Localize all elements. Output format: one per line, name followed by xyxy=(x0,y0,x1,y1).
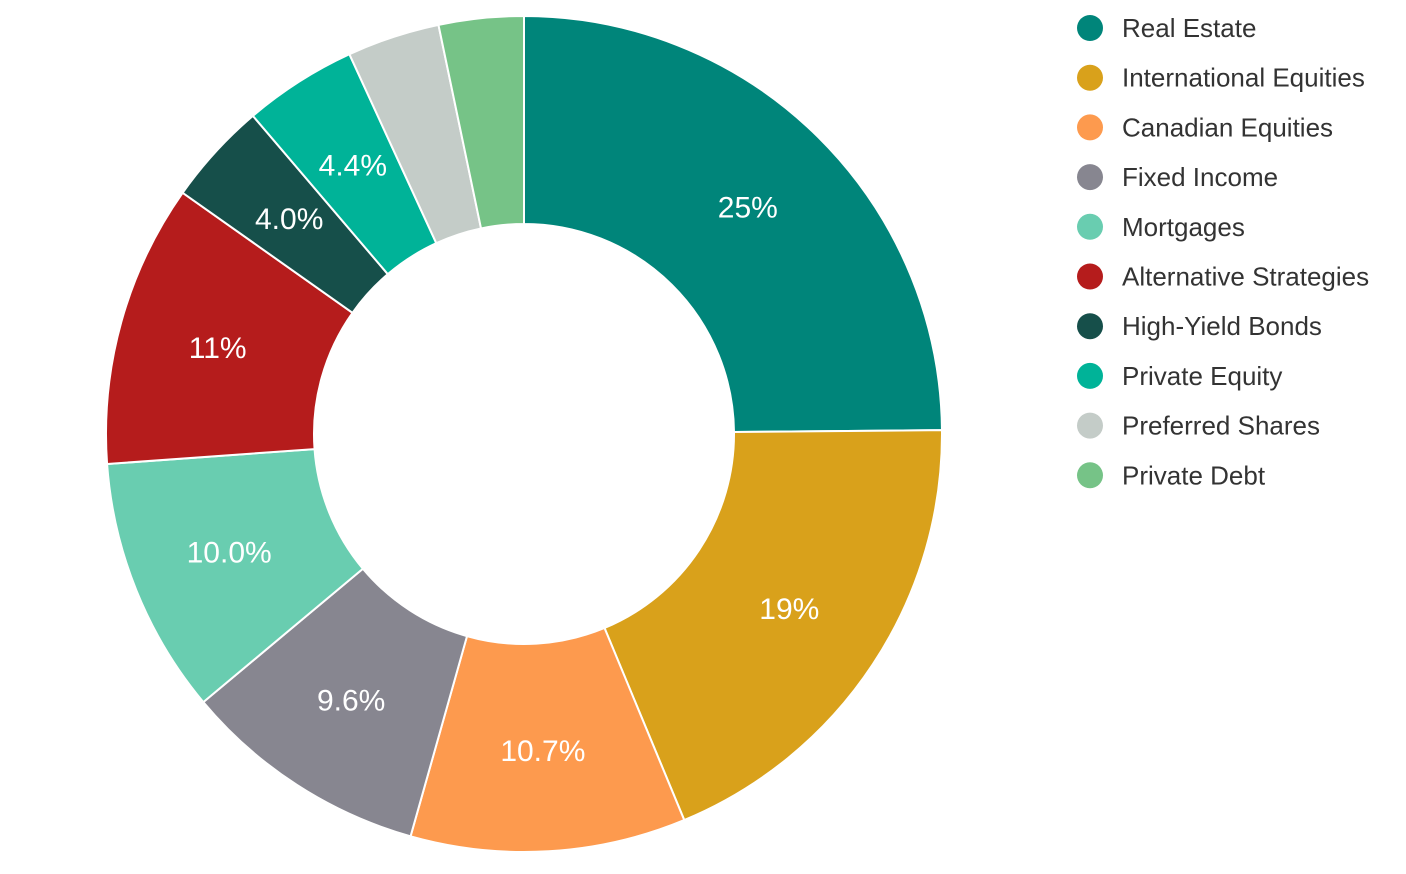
legend-label: International Equities xyxy=(1122,63,1365,93)
legend-label: Canadian Equities xyxy=(1122,112,1333,142)
legend-swatch xyxy=(1077,313,1103,340)
legend-item-real-estate[interactable]: Real Estate xyxy=(1077,13,1256,43)
slice-canadian-equities[interactable] xyxy=(409,626,686,853)
slice-label-real-estate: 25% xyxy=(718,192,778,225)
legend-swatch xyxy=(1077,362,1103,389)
slice-labels: 25% 19% 10.7% 9.6% 10.0% 11% 4.0% 4.4% xyxy=(187,149,820,767)
slice-mortgages[interactable] xyxy=(106,448,365,704)
legend-label: Preferred Shares xyxy=(1122,411,1320,441)
legend-swatch xyxy=(1077,213,1103,240)
slice-label-mortgages: 10.0% xyxy=(187,537,272,570)
legend-item-high-yield-bonds[interactable]: High-Yield Bonds xyxy=(1077,311,1322,341)
legend-item-private-debt[interactable]: Private Debt xyxy=(1077,460,1266,490)
legend-swatch xyxy=(1077,64,1103,91)
legend-label: High-Yield Bonds xyxy=(1122,311,1322,341)
slice-real-estate[interactable] xyxy=(523,14,943,434)
legend-item-international-equities[interactable]: International Equities xyxy=(1077,63,1365,93)
legend-label: Alternative Strategies xyxy=(1122,262,1369,292)
slice-label-international-equities: 19% xyxy=(759,593,819,626)
legend: Real Estate International Equities Canadia… xyxy=(1077,13,1369,490)
legend-label: Private Equity xyxy=(1122,361,1282,391)
legend-item-mortgages[interactable]: Mortgages xyxy=(1077,212,1245,242)
legend-label: Real Estate xyxy=(1122,13,1256,43)
legend-label: Fixed Income xyxy=(1122,162,1278,192)
legend-swatch xyxy=(1077,114,1103,141)
slice-label-canadian-equities: 10.7% xyxy=(500,735,585,768)
legend-item-preferred-shares[interactable]: Preferred Shares xyxy=(1077,411,1320,441)
legend-label: Mortgages xyxy=(1122,212,1245,242)
legend-swatch xyxy=(1077,15,1103,41)
slice-private-debt[interactable] xyxy=(437,14,525,230)
legend-swatch xyxy=(1077,412,1103,439)
slice-label-alternative-strategies: 11% xyxy=(189,332,247,365)
slice-international-equities[interactable] xyxy=(603,429,943,822)
legend-swatch xyxy=(1077,462,1103,489)
legend-label: Private Debt xyxy=(1122,460,1266,490)
legend-item-canadian-equities[interactable]: Canadian Equities xyxy=(1077,112,1333,142)
legend-item-alternative-strategies[interactable]: Alternative Strategies xyxy=(1077,262,1369,292)
slice-label-high-yield-bonds: 4.0% xyxy=(255,203,323,236)
legend-item-fixed-income[interactable]: Fixed Income xyxy=(1077,162,1278,192)
slice-label-fixed-income: 9.6% xyxy=(317,684,385,717)
slice-label-private-equity: 4.4% xyxy=(319,149,387,182)
donut-slices xyxy=(105,14,943,853)
slice-alternative-strategies[interactable] xyxy=(105,191,354,466)
legend-swatch xyxy=(1077,263,1103,290)
legend-item-private-equity[interactable]: Private Equity xyxy=(1077,361,1282,391)
legend-swatch xyxy=(1077,164,1103,191)
